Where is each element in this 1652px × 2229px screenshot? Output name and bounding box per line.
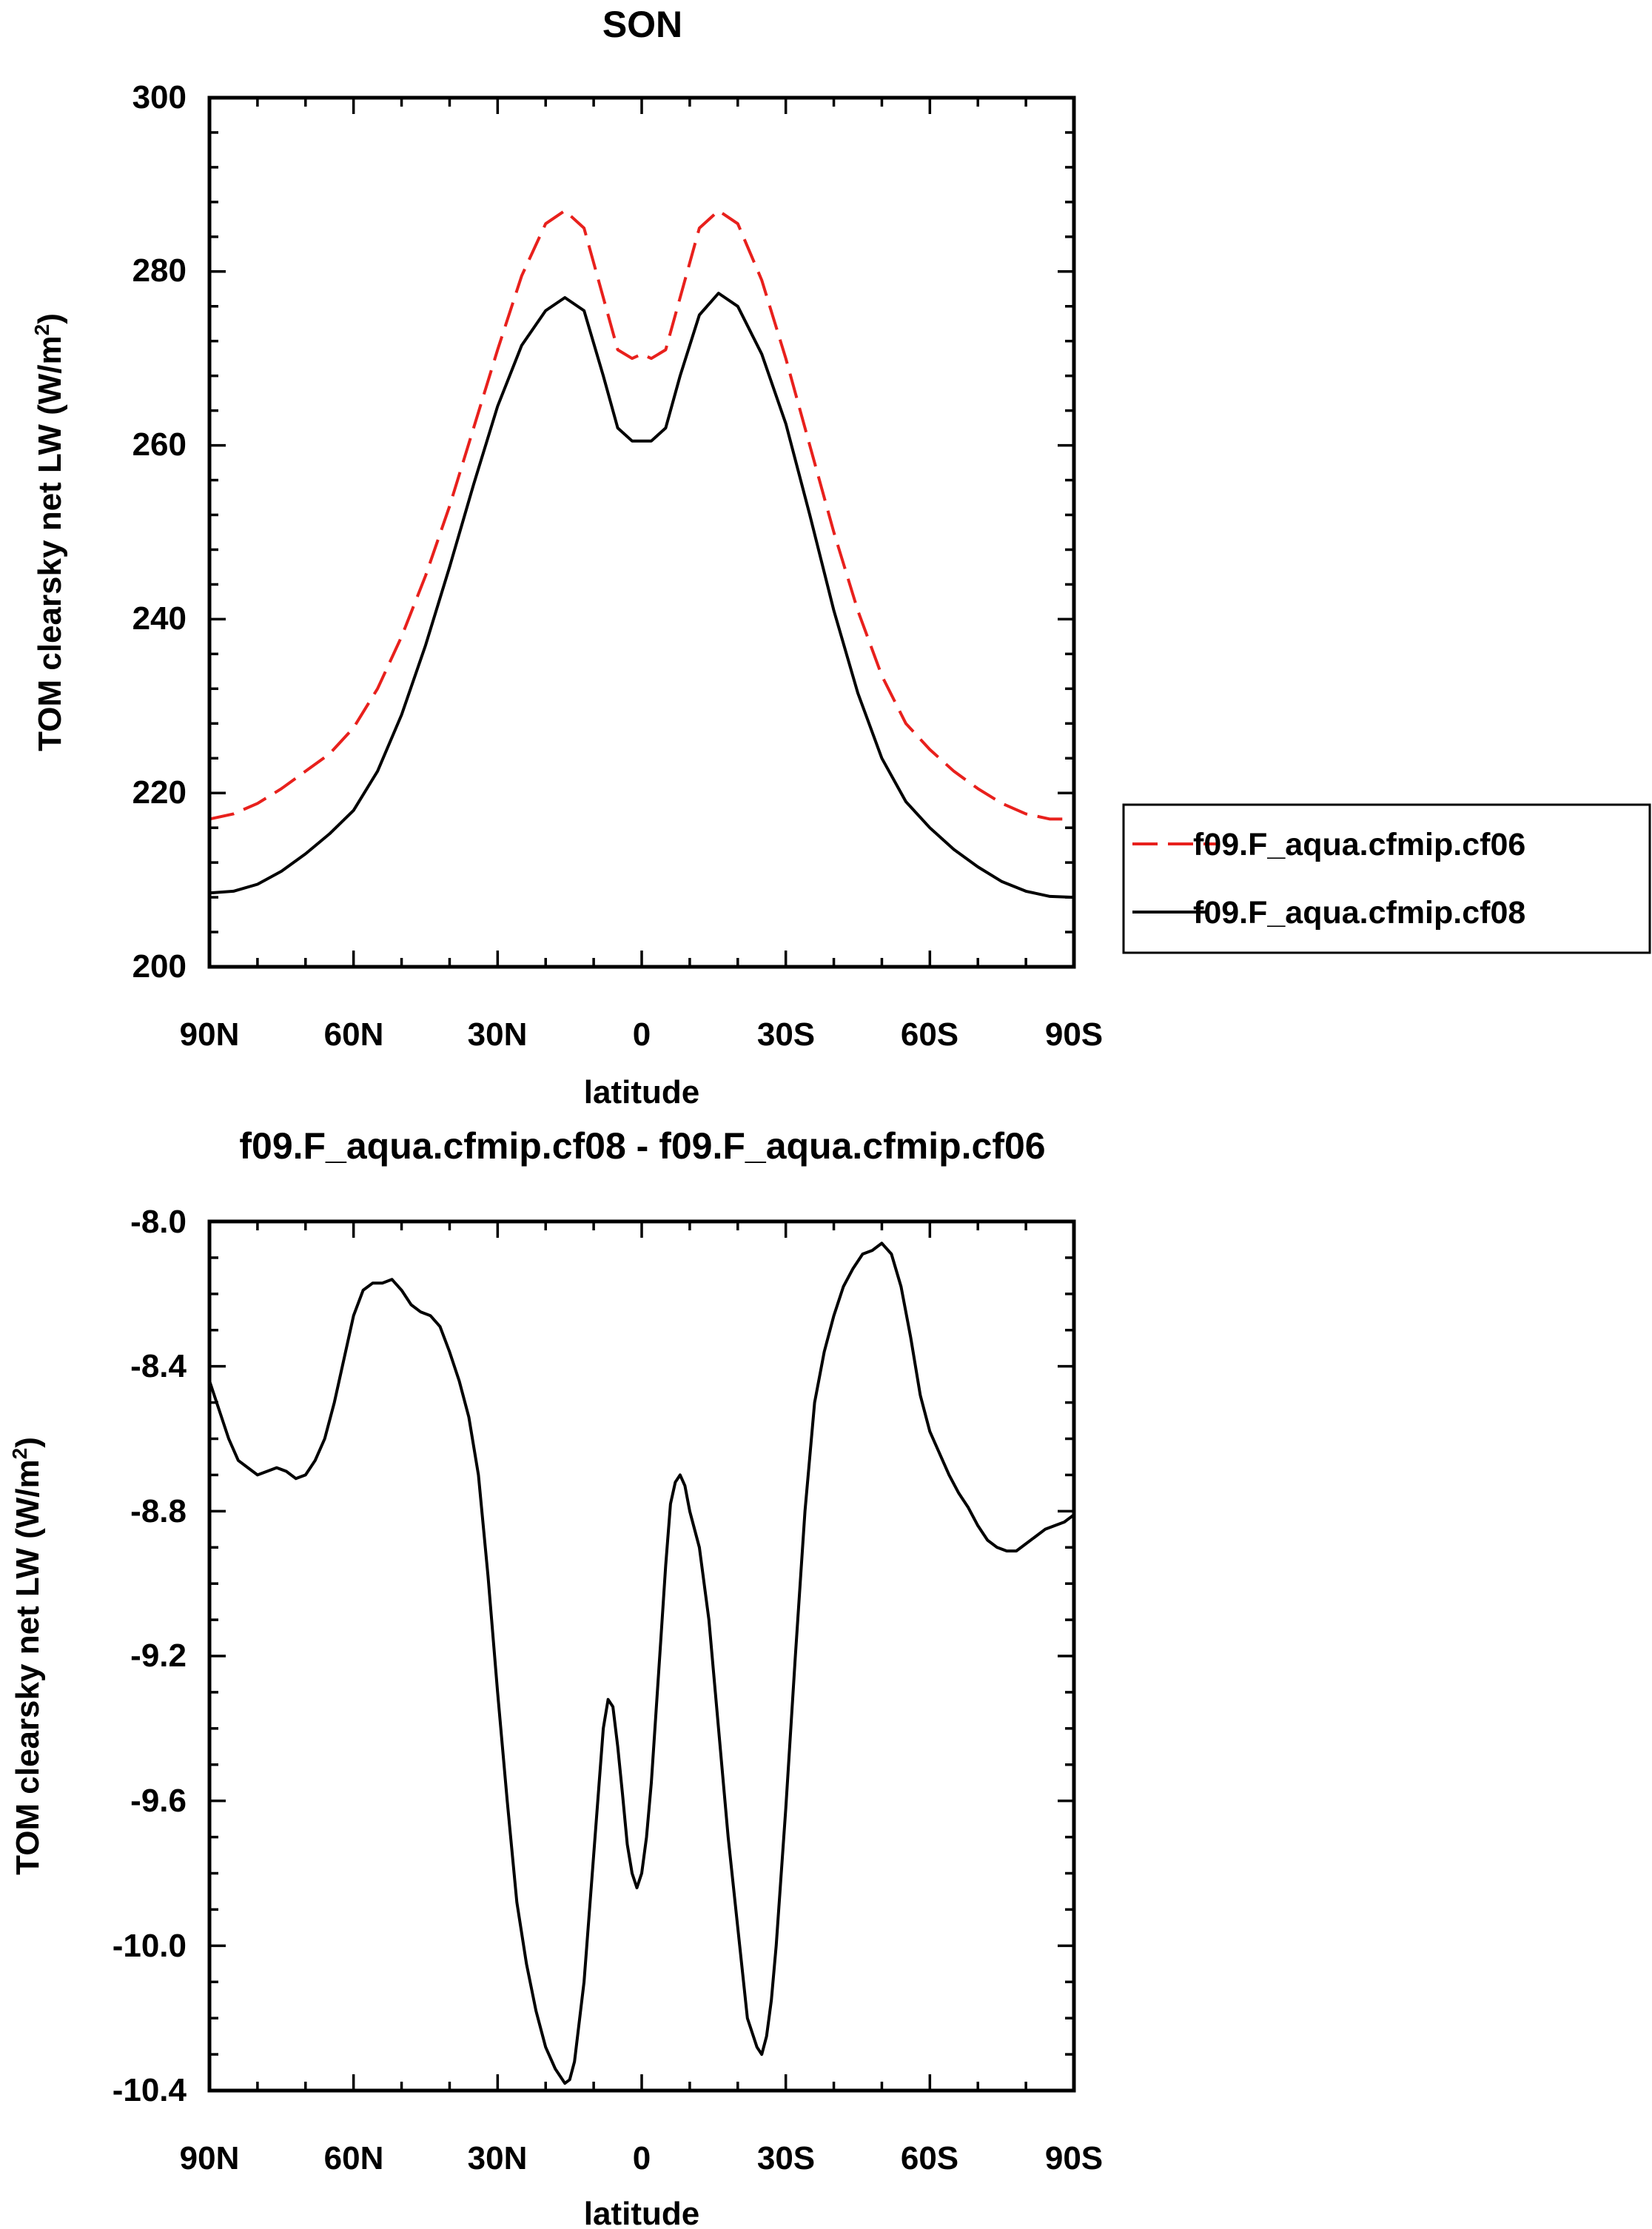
legend-box [1122,803,1651,954]
y-axis-label-bottom: TOM clearsky net LW (W/m2) [8,1437,46,1875]
x-tick-label: 60N [324,2140,384,2176]
y-tick-label: 260 [132,426,187,463]
x-tick-label: 90N [180,2140,240,2176]
y-tick-label: -8.8 [130,1493,187,1529]
y-tick-label: -10.4 [113,2072,187,2108]
y-tick-label: 200 [132,948,187,985]
x-tick-label: 60S [901,1016,958,1053]
y-axis-label-top: TOM clearsky net LW (W/m2) [30,313,68,751]
panel-bottom: f09.F_aqua.cfmip.cf08 - f09.F_aqua.cfmip… [8,1125,1103,2229]
x-tick-label: 30N [468,1016,528,1053]
y-tick-label: 280 [132,252,187,289]
y-tick-label: -9.2 [130,1638,187,1674]
y-tick-label: 220 [132,774,187,811]
x-tick-label: 90N [180,1016,240,1053]
x-tick-label: 90S [1045,2140,1103,2176]
y-tick-labels-bottom: -8.0 -8.4 -8.8 -9.2 -9.6 -10.0 -10.4 [113,1204,187,2108]
x-tick-label: 60N [324,1016,384,1053]
axis-ticks-bottom [208,1220,1075,2092]
legend-label-cf08: f09.F_aqua.cfmip.cf08 [1193,895,1525,931]
chart-title-top: SON [602,4,682,45]
x-tick-labels-bottom: 90N 60N 30N 0 30S 60S 90S [180,2140,1104,2176]
plot-frame-top [207,95,1076,969]
chart-title-bottom: f09.F_aqua.cfmip.cf08 - f09.F_aqua.cfmip… [239,1125,1045,1167]
panel-top: SON 300 280 260 240 220 200 90N 60N 30N … [30,4,1651,1110]
y-tick-label: 240 [132,600,187,637]
y-tick-label: 300 [132,79,187,115]
x-axis-label-top: latitude [584,1074,699,1110]
series-line-cf06 [209,209,1074,821]
x-tick-label: 90S [1045,1016,1103,1053]
x-tick-label: 30N [468,2140,528,2176]
x-tick-label: 30S [757,1016,815,1053]
x-tick-label: 0 [633,1016,651,1053]
series-line-difference [208,1241,1075,2085]
axis-ticks-top [208,96,1075,968]
x-tick-labels-top: 90N 60N 30N 0 30S 60S 90S [180,1016,1104,1053]
y-tick-labels-top: 300 280 260 240 220 200 [132,79,187,985]
x-tick-label: 30S [757,2140,815,2176]
x-tick-label: 0 [633,2140,651,2176]
y-tick-label: -10.0 [113,1928,187,1964]
plot-frame-bottom [207,1219,1076,2093]
legend-label-cf06: f09.F_aqua.cfmip.cf06 [1193,827,1525,862]
x-axis-label-bottom: latitude [584,2196,699,2229]
y-tick-label: -8.4 [130,1348,187,1384]
y-tick-label: -9.6 [130,1783,187,1819]
y-tick-label: -8.0 [130,1204,187,1240]
legend: f09.F_aqua.cfmip.cf06 f09.F_aqua.cfmip.c… [1122,803,1651,954]
x-tick-label: 60S [901,2140,958,2176]
series-line-cf08 [209,292,1075,899]
